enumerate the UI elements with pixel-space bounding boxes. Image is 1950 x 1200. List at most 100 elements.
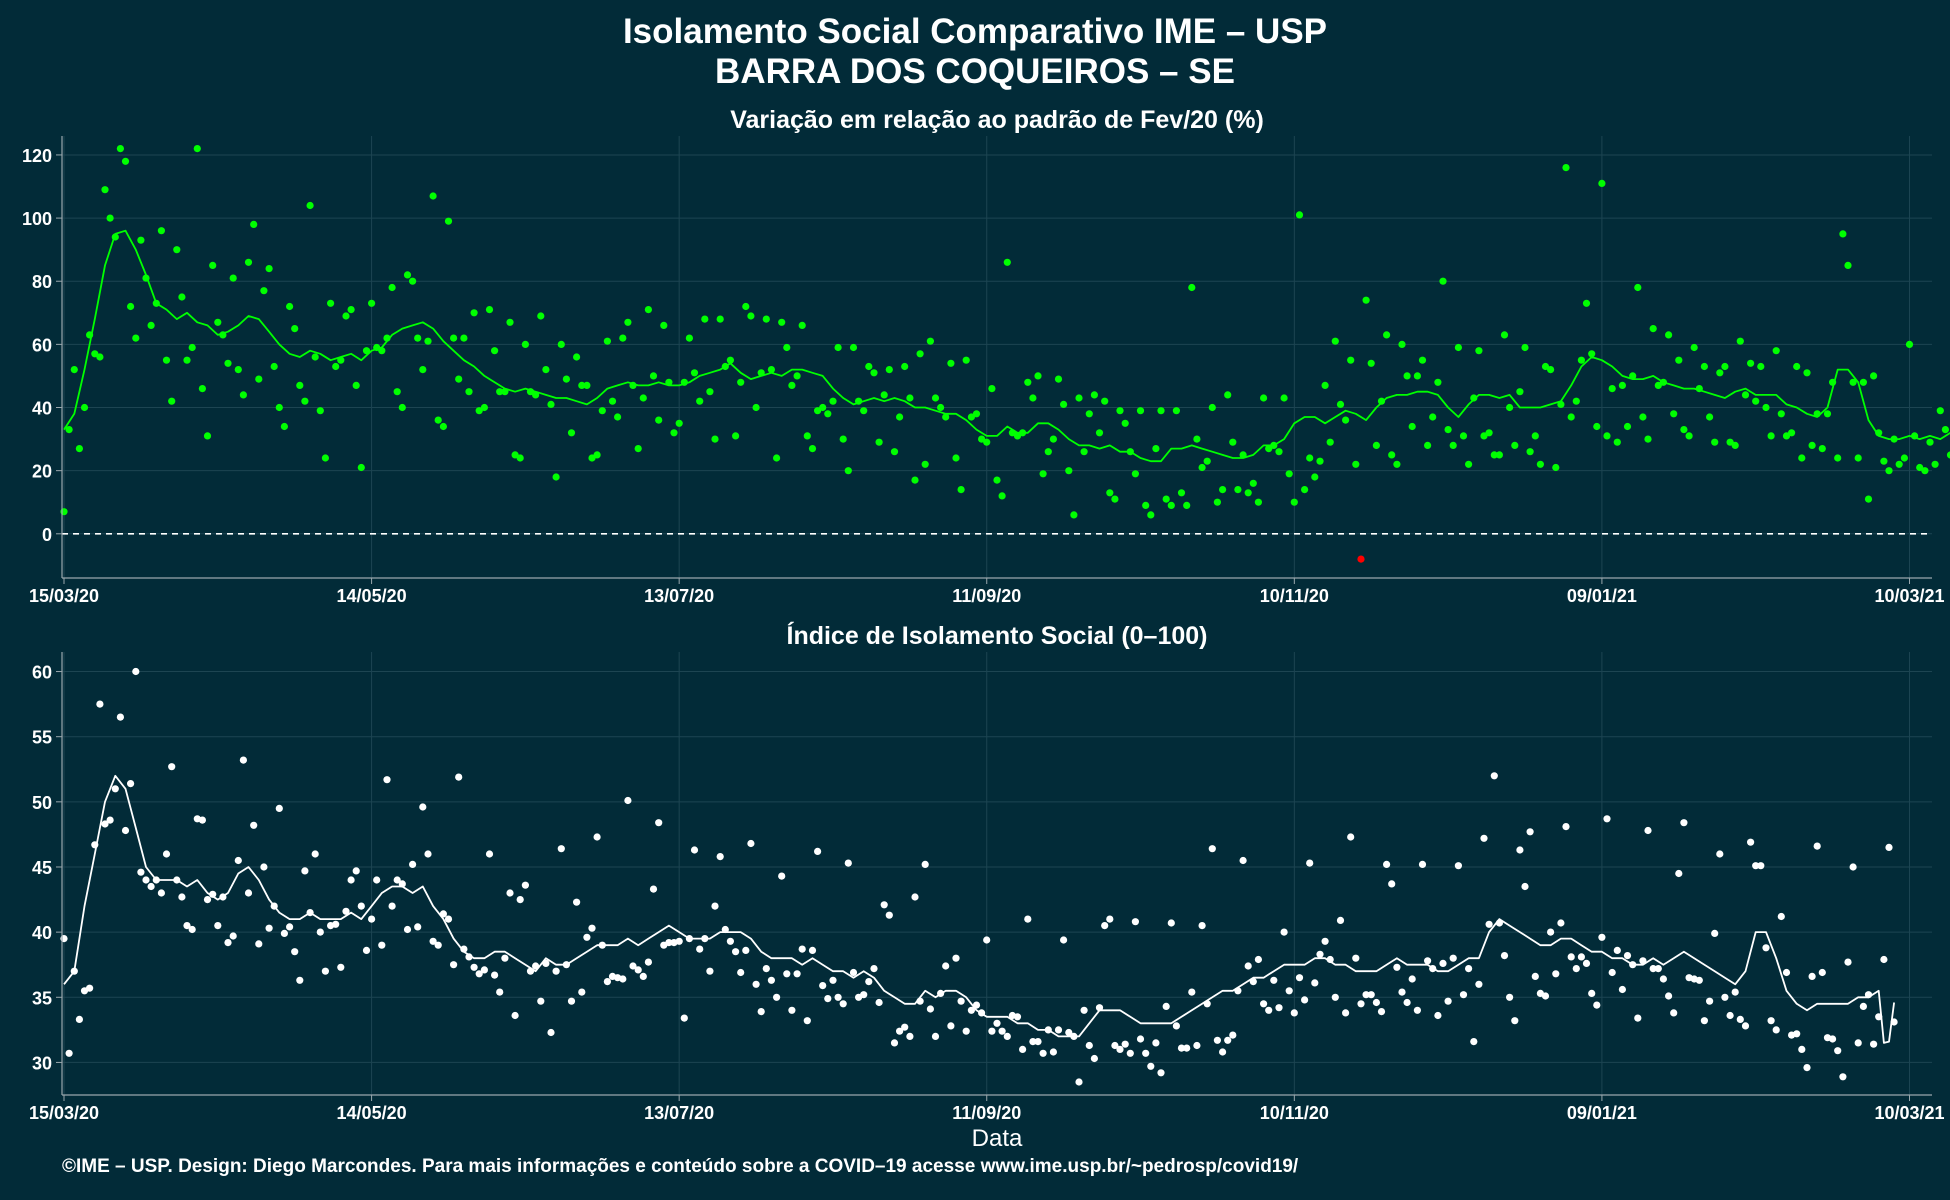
data-point — [173, 246, 181, 254]
data-point — [773, 993, 781, 1001]
data-point — [1711, 438, 1719, 446]
data-point — [619, 334, 627, 342]
data-point — [552, 967, 560, 975]
data-point — [957, 486, 965, 494]
x-tick-label: 11/09/20 — [952, 1103, 1021, 1123]
data-point — [1229, 1031, 1237, 1039]
data-point — [239, 756, 247, 764]
data-point — [1926, 438, 1934, 446]
data-point — [1813, 410, 1821, 418]
data-point — [1444, 426, 1452, 434]
data-point — [398, 880, 406, 888]
data-point — [742, 946, 750, 955]
data-point — [798, 321, 806, 329]
data-point — [1239, 451, 1247, 459]
data-point — [947, 1022, 955, 1030]
data-point — [132, 667, 140, 676]
data-point — [398, 403, 406, 412]
data-point — [147, 882, 155, 891]
data-point — [265, 265, 273, 273]
data-point — [1772, 347, 1780, 355]
data-point — [890, 448, 899, 456]
data-point — [1352, 954, 1360, 962]
data-point — [157, 227, 165, 235]
data-point — [880, 391, 888, 399]
y-tick-label: 80 — [32, 272, 52, 292]
data-point — [470, 309, 478, 317]
data-point — [696, 397, 704, 405]
data-point — [1511, 1017, 1519, 1025]
data-point — [1823, 410, 1832, 418]
data-point — [347, 306, 355, 314]
data-point — [680, 1014, 688, 1022]
data-point — [101, 186, 109, 194]
data-point — [1244, 962, 1252, 970]
index-points — [60, 667, 1898, 1086]
data-point — [419, 366, 427, 374]
data-point — [660, 321, 668, 329]
data-point — [1736, 337, 1744, 345]
data-point — [1065, 1028, 1073, 1037]
data-point — [1506, 403, 1514, 412]
data-point — [865, 978, 873, 986]
data-point — [1536, 460, 1544, 468]
data-point — [219, 893, 227, 901]
data-point — [685, 935, 694, 943]
data-point — [496, 388, 504, 396]
data-point — [1070, 511, 1078, 519]
data-point — [721, 925, 729, 934]
data-point — [86, 331, 94, 339]
data-point — [1495, 919, 1503, 927]
data-point — [1875, 429, 1883, 437]
data-point — [967, 1006, 976, 1014]
data-point — [1649, 325, 1657, 333]
data-point — [1121, 419, 1129, 427]
data-point — [1547, 366, 1555, 374]
data-point — [1121, 1040, 1129, 1048]
data-point — [403, 925, 412, 934]
data-point — [1818, 445, 1826, 453]
data-point — [1757, 862, 1765, 870]
data-point — [1567, 413, 1575, 421]
data-point — [1541, 992, 1550, 1000]
data-point — [1280, 928, 1288, 936]
data-point — [803, 1017, 811, 1025]
data-point — [767, 976, 776, 984]
data-point — [629, 381, 637, 389]
data-point — [1726, 1011, 1734, 1020]
data-point — [1803, 369, 1811, 377]
data-point — [378, 941, 386, 949]
y-tick-label: 0 — [42, 525, 52, 545]
data-point — [1116, 1045, 1124, 1053]
data-point — [434, 416, 442, 424]
data-point — [1408, 975, 1416, 983]
data-point — [1019, 1045, 1027, 1053]
data-point — [1260, 394, 1268, 402]
data-point — [1080, 1006, 1088, 1014]
data-point — [1665, 992, 1673, 1000]
data-point — [1095, 429, 1104, 437]
data-point — [260, 287, 268, 295]
x-tick-label: 14/05/20 — [337, 586, 407, 606]
data-point — [532, 962, 540, 970]
data-point — [921, 460, 929, 468]
data-point — [86, 984, 94, 992]
data-point — [1003, 258, 1011, 266]
data-point — [1054, 1026, 1063, 1034]
data-point — [911, 476, 919, 484]
data-point — [752, 403, 760, 412]
data-point — [1916, 463, 1924, 472]
data-point — [629, 962, 637, 970]
data-point — [1142, 501, 1150, 509]
data-point — [116, 713, 124, 721]
data-point — [1213, 1036, 1221, 1044]
data-point — [521, 881, 530, 889]
data-point — [1398, 340, 1406, 348]
data-point — [439, 422, 447, 431]
data-point — [819, 982, 827, 990]
data-point — [209, 261, 217, 269]
data-point — [665, 378, 673, 386]
data-point — [1444, 997, 1452, 1005]
